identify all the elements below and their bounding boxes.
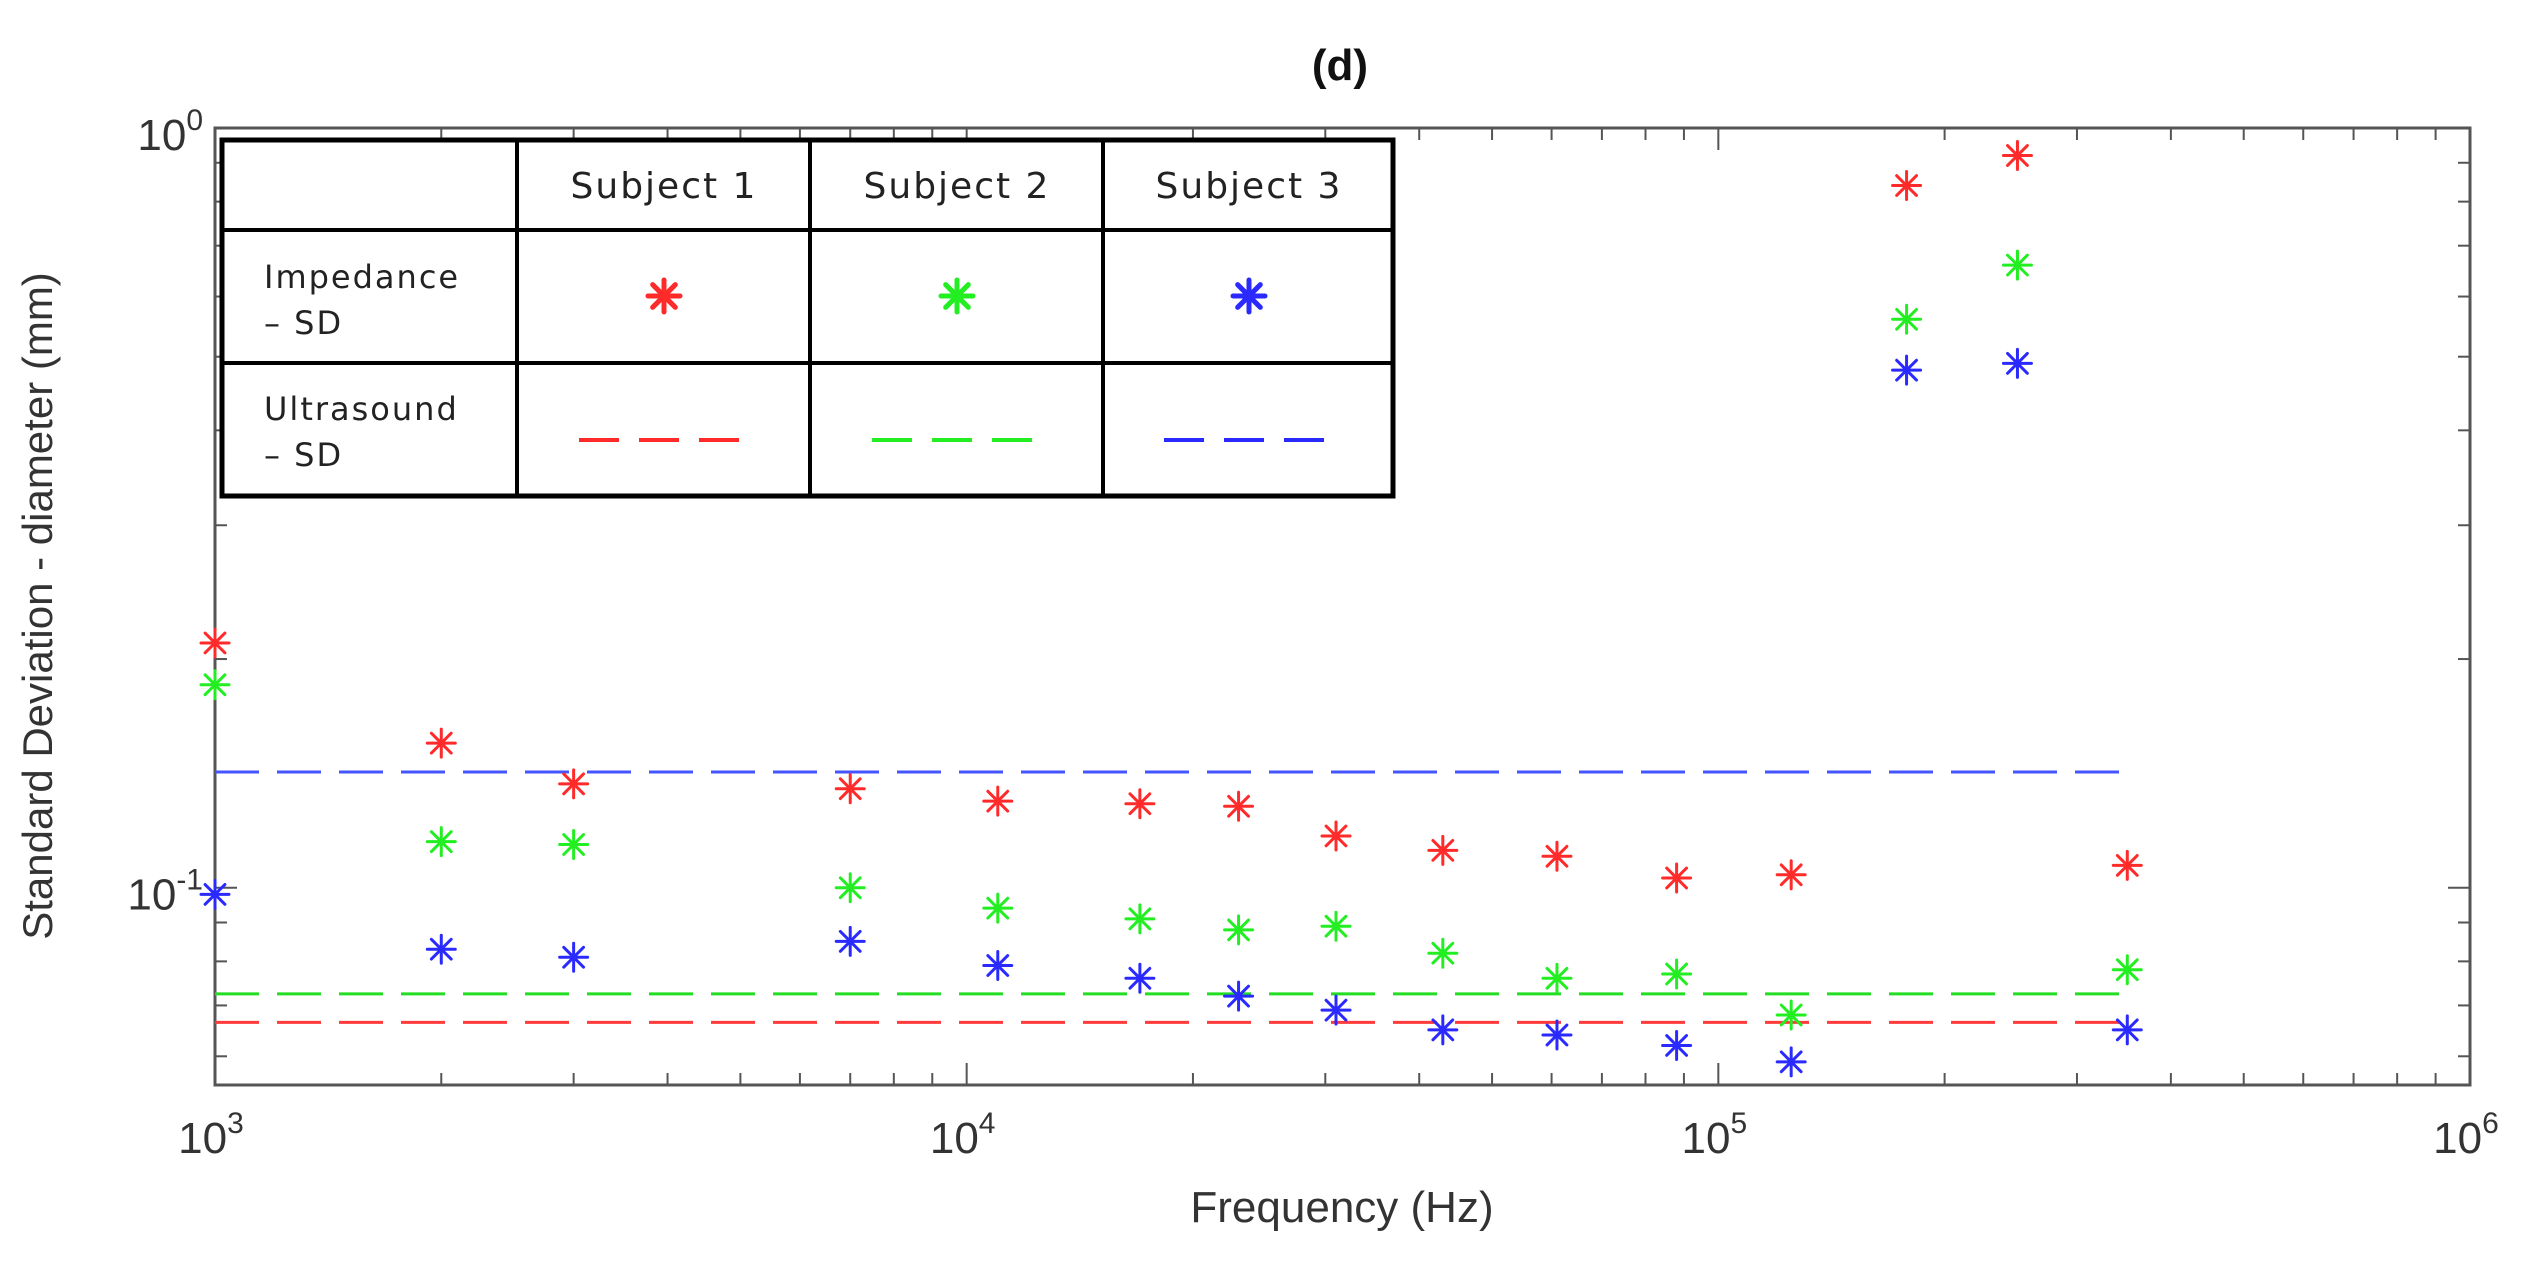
y-tick-label: 100: [137, 104, 203, 160]
impedance-sd-point-subject-1: [1541, 840, 1573, 872]
impedance-sd-point-subject-3: [2001, 347, 2033, 379]
impedance-sd-point-subject-3: [834, 925, 866, 957]
impedance-sd-point-subject-1: [2001, 140, 2033, 172]
x-tick-label: 105: [1682, 1107, 1748, 1163]
legend-border: [219, 137, 1396, 499]
impedance-sd-point-subject-3: [2111, 1014, 2143, 1046]
legend-header-subject-1: Subject 1: [571, 166, 758, 207]
y-tick-label: 10-1: [127, 864, 203, 920]
impedance-sd-point-subject-1: [982, 785, 1014, 817]
impedance-sd-point-subject-1: [1124, 788, 1156, 820]
impedance-sd-point-subject-1: [1891, 170, 1923, 202]
impedance-sd-point-subject-1: [2111, 849, 2143, 881]
impedance-sd-point-subject-1: [425, 727, 457, 759]
y-axis-label: Standard Deviation - diameter (mm): [14, 272, 61, 940]
x-tick-label: 103: [178, 1107, 244, 1163]
impedance-sd-point-subject-3: [1427, 1014, 1459, 1046]
chart-title: (d): [1312, 41, 1368, 90]
x-axis-label: Frequency (Hz): [1190, 1183, 1493, 1232]
legend-header-subject-3: Subject 3: [1156, 166, 1343, 207]
impedance-sd-point-subject-2: [2111, 954, 2143, 986]
impedance-sd-point-subject-2: [1891, 303, 1923, 335]
impedance-sd-point-subject-3: [558, 941, 590, 973]
legend-table: Subject 1 Subject 2 Subject 3 Impedance …: [219, 137, 1396, 499]
impedance-sd-point-subject-2: [982, 892, 1014, 924]
impedance-sd-point-subject-3: [199, 878, 231, 910]
impedance-sd-point-subject-1: [1775, 859, 1807, 891]
impedance-sd-point-subject-2: [1541, 962, 1573, 994]
legend-symbols: [579, 277, 1334, 442]
impedance-sd-point-subject-2: [2001, 249, 2033, 281]
impedance-sd-point-subject-3: [1320, 994, 1352, 1026]
x-tick-label: 104: [930, 1107, 996, 1163]
impedance-sd-point-subject-2: [1124, 903, 1156, 935]
impedance-markers: [199, 140, 2143, 1078]
legend-row-ultrasound-line1: Ultrasound: [264, 390, 459, 428]
impedance-sd-point-subject-1: [834, 773, 866, 805]
impedance-sd-point-subject-2: [1320, 910, 1352, 942]
impedance-sd-point-subject-3: [1661, 1029, 1693, 1061]
ultrasound-lines: [215, 770, 2128, 1024]
impedance-sd-point-subject-3: [982, 950, 1014, 982]
impedance-sd-point-subject-2: [558, 829, 590, 861]
legend-marker-subject-2: [938, 277, 976, 315]
impedance-sd-point-subject-3: [1891, 354, 1923, 386]
impedance-sd-point-subject-2: [834, 872, 866, 904]
impedance-sd-point-subject-1: [1223, 790, 1255, 822]
legend-row-impedance-line2: – SD: [264, 304, 343, 342]
impedance-sd-point-subject-1: [1427, 834, 1459, 866]
impedance-sd-point-subject-2: [1661, 958, 1693, 990]
impedance-sd-point-subject-2: [425, 826, 457, 858]
impedance-sd-point-subject-1: [1661, 862, 1693, 894]
tick-labels: 103 104 105 106 10-1 100: [127, 104, 2498, 1163]
impedance-sd-point-subject-3: [1223, 980, 1255, 1012]
impedance-sd-point-subject-3: [425, 933, 457, 965]
legend-header-subject-2: Subject 2: [864, 166, 1051, 207]
impedance-sd-point-subject-1: [558, 768, 590, 800]
x-tick-label: 106: [2433, 1107, 2499, 1163]
legend-marker-subject-1: [645, 277, 683, 315]
impedance-sd-point-subject-2: [1427, 937, 1459, 969]
impedance-sd-point-subject-2: [1223, 914, 1255, 946]
impedance-sd-point-subject-2: [1775, 999, 1807, 1031]
impedance-sd-point-subject-2: [199, 669, 231, 701]
legend-marker-subject-3: [1230, 277, 1268, 315]
impedance-sd-point-subject-3: [1775, 1046, 1807, 1078]
impedance-sd-point-subject-1: [199, 627, 231, 659]
legend-row-impedance-line1: Impedance: [264, 258, 460, 296]
impedance-sd-point-subject-3: [1541, 1019, 1573, 1051]
legend-row-ultrasound-line2: – SD: [264, 436, 343, 474]
impedance-sd-point-subject-1: [1320, 820, 1352, 852]
impedance-sd-point-subject-3: [1124, 962, 1156, 994]
